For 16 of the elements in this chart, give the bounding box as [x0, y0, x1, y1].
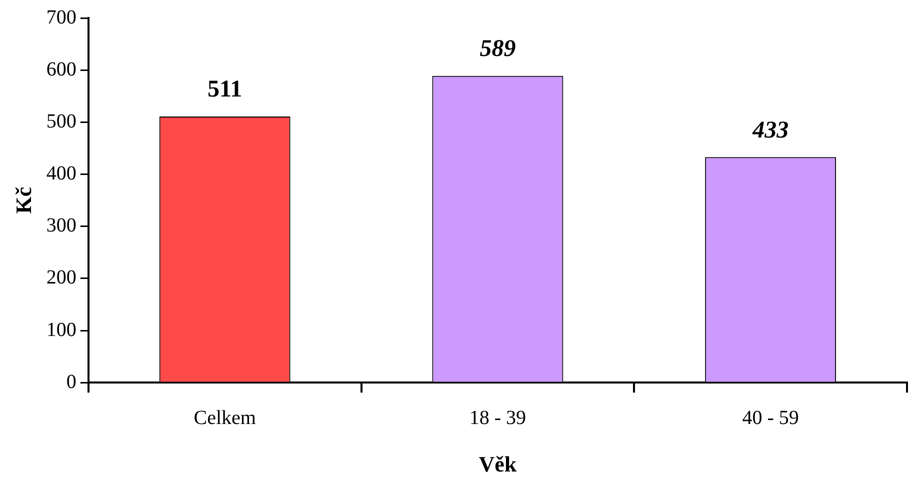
y-axis-title: Kč	[10, 186, 36, 214]
y-tick-label: 100	[46, 318, 76, 341]
x-axis-title: Věk	[478, 451, 518, 476]
y-tick-label: 600	[46, 58, 76, 80]
y-tick-label: 700	[46, 6, 76, 28]
y-tick-label: 500	[46, 110, 76, 132]
data-label: 589	[480, 36, 516, 62]
y-tick-label: 300	[46, 214, 76, 237]
x-tick-label: Celkem	[194, 406, 256, 429]
y-tick-label: 400	[46, 162, 76, 185]
data-label: 433	[752, 117, 789, 144]
x-tick-label: 40 - 59	[742, 406, 799, 429]
y-tick-label: 0	[66, 370, 76, 393]
x-tick-label: 18 - 39	[469, 406, 526, 429]
data-label: 511	[207, 76, 242, 103]
y-tick-label: 200	[46, 266, 76, 289]
